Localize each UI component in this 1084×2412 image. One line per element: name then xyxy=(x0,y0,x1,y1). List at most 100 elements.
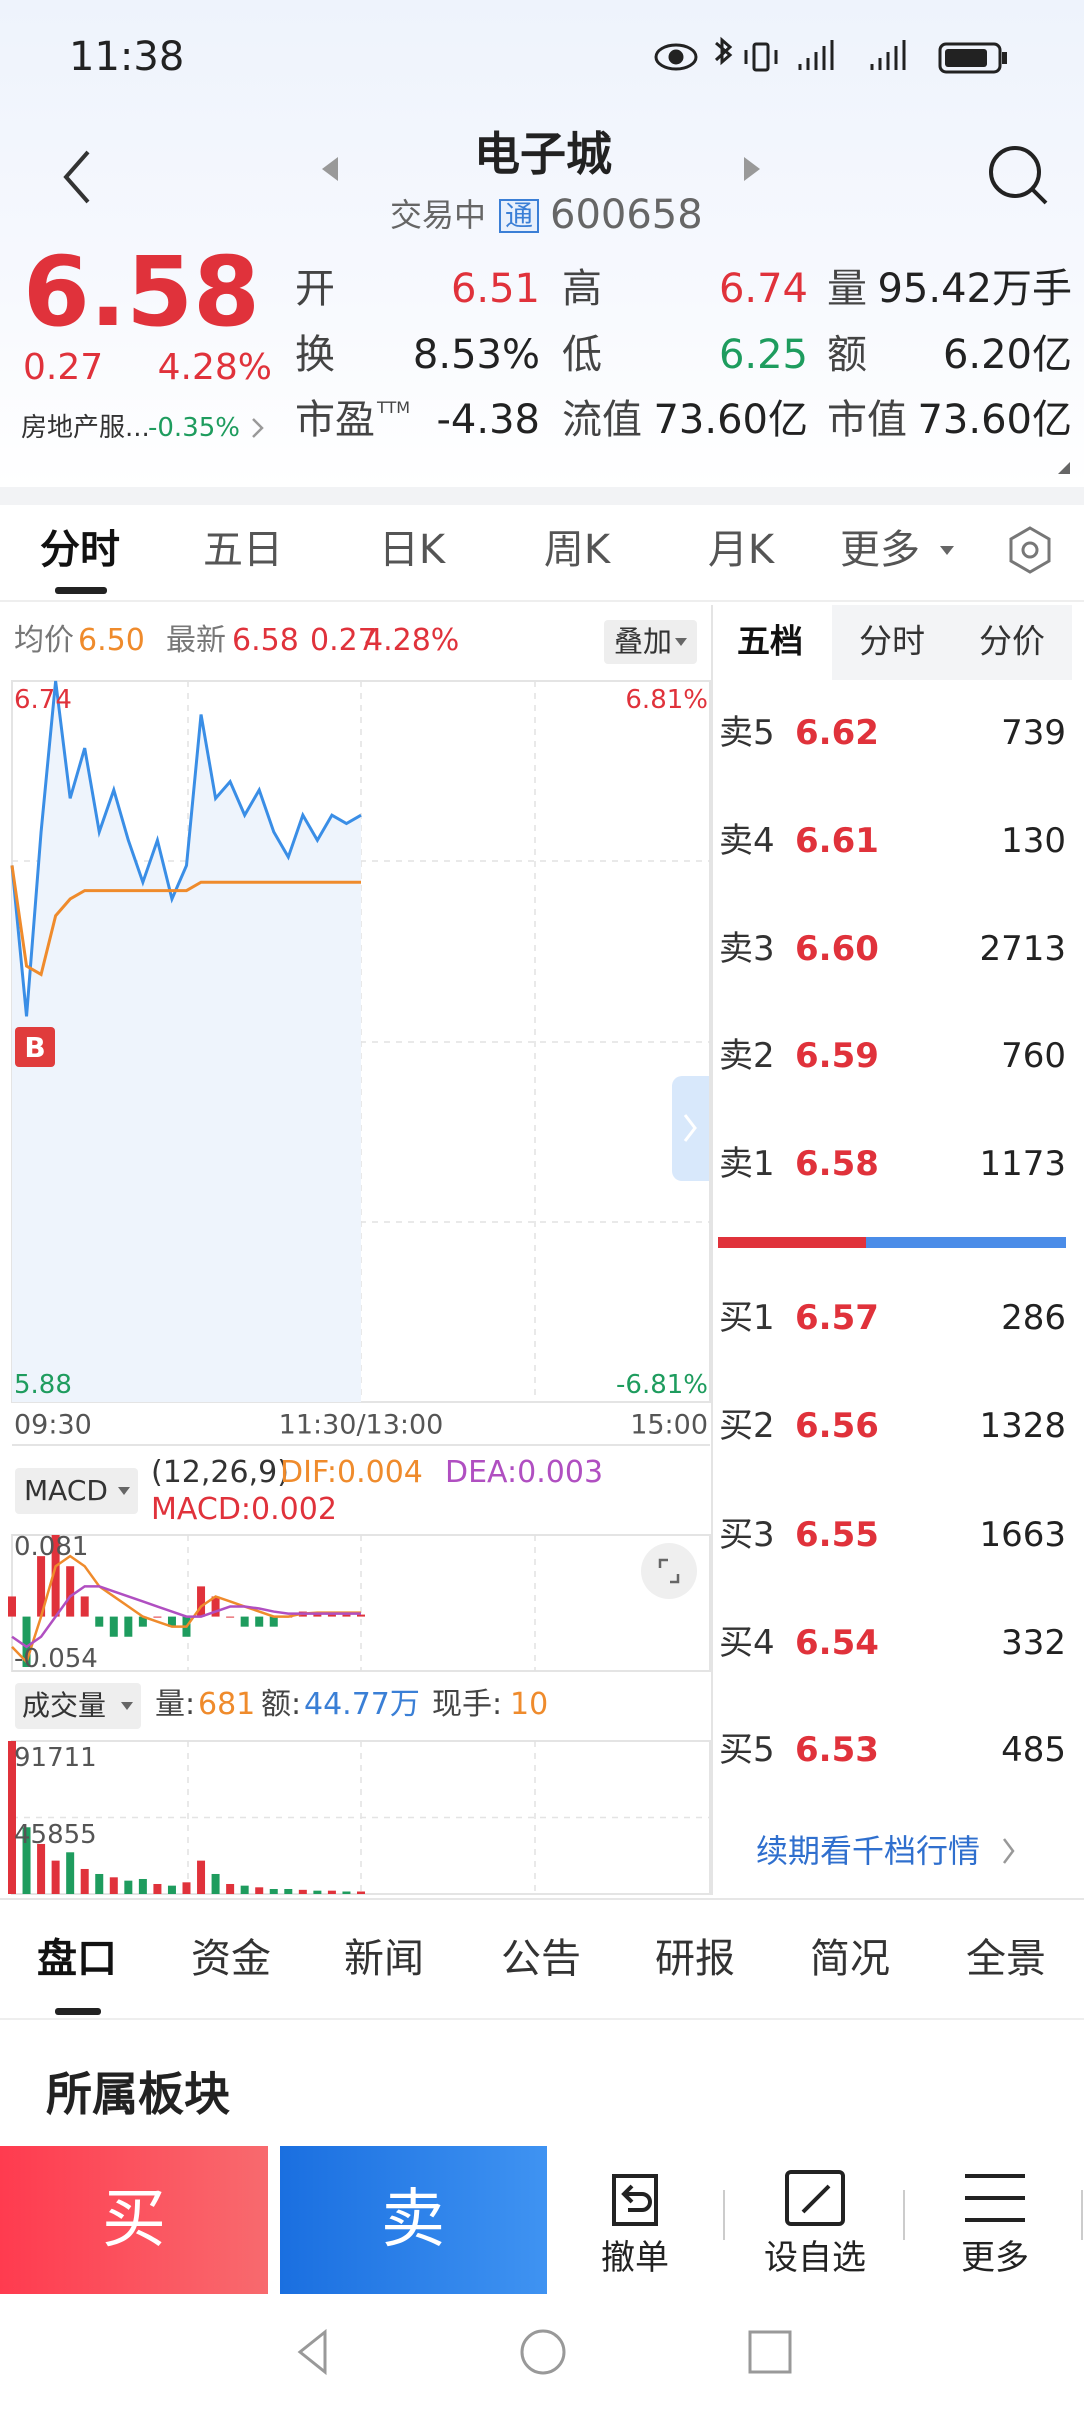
level-volume: 1328 xyxy=(979,1406,1066,1446)
volume-selector[interactable] xyxy=(15,1683,141,1729)
more-levels[interactable]: 续期看千档行情 xyxy=(756,1832,981,1870)
next-stock[interactable] xyxy=(744,157,760,181)
level-label: 买4 xyxy=(719,1623,775,1663)
hand-value: 10 xyxy=(510,1687,549,1722)
change-pct: 4.28% xyxy=(157,347,272,388)
macd-bar xyxy=(109,1616,118,1637)
macd-bar xyxy=(153,1616,162,1618)
ratio-bar-bid xyxy=(866,1237,1066,1248)
legend-label: 均价 xyxy=(14,623,74,658)
field-label-sup: TTM xyxy=(377,398,411,417)
settings-icon[interactable] xyxy=(1009,526,1051,574)
buy-button[interactable] xyxy=(0,2146,268,2294)
volume-bar xyxy=(313,1890,322,1894)
macd-caret xyxy=(118,1487,130,1495)
macd-selector[interactable] xyxy=(15,1468,138,1514)
level-label: 买1 xyxy=(719,1298,775,1338)
bottom-tab[interactable]: 盘口 xyxy=(37,1936,117,1982)
buy-marker xyxy=(15,1027,55,1067)
overlay[interactable]: 叠加 xyxy=(614,624,673,659)
macd-label: MACD:0.002 xyxy=(151,1492,337,1527)
bottom-tab[interactable]: 简况 xyxy=(810,1936,890,1982)
buy-label[interactable]: 买 xyxy=(102,2183,166,2257)
chart-tab[interactable]: 更多 xyxy=(840,527,920,573)
level-price: 6.60 xyxy=(795,929,879,969)
x-tick-label: 11:30/13:00 xyxy=(278,1409,444,1441)
settings-icon-center xyxy=(1021,541,1039,559)
badge-box xyxy=(499,199,539,233)
level-label: 卖1 xyxy=(719,1144,775,1184)
order-tab[interactable]: 五档 xyxy=(737,621,803,661)
collapse-tab[interactable] xyxy=(672,1076,710,1181)
volume-bar xyxy=(80,1868,89,1894)
bottom-tab[interactable]: 全景 xyxy=(966,1936,1046,1982)
chart-tab[interactable]: 日K xyxy=(378,527,446,573)
macd-line xyxy=(11,1585,361,1649)
cancel-icon[interactable] xyxy=(612,2174,658,2226)
sell-button[interactable] xyxy=(280,2146,547,2294)
legend-label: 最新 xyxy=(166,623,226,658)
volume-bar xyxy=(298,1889,307,1894)
chart-tab[interactable]: 周K xyxy=(543,527,611,573)
sector[interactable]: 房地产服... xyxy=(21,413,150,443)
price-line xyxy=(10,680,362,1017)
watchlist-icon[interactable] xyxy=(785,2170,845,2226)
macd-bar xyxy=(51,1535,60,1617)
action-label[interactable]: 撤单 xyxy=(601,2238,669,2278)
macd-bar xyxy=(124,1616,133,1637)
bottom-tab[interactable]: 研报 xyxy=(655,1936,735,1982)
nav-back[interactable] xyxy=(297,2328,327,2376)
back-button[interactable] xyxy=(63,150,90,204)
amount-value: 44.77万 xyxy=(304,1687,420,1722)
field-value: 6.25 xyxy=(718,332,808,378)
macd-bar xyxy=(327,1613,336,1617)
ratio-bar-ask xyxy=(718,1237,866,1248)
nav-home[interactable] xyxy=(520,2329,566,2375)
level-label: 买2 xyxy=(719,1406,775,1446)
level-label: 买3 xyxy=(719,1515,775,1555)
x-tick-label: 09:30 xyxy=(14,1409,92,1441)
level-price: 6.57 xyxy=(795,1298,879,1338)
y-tick-label: 0.081 xyxy=(14,1532,89,1562)
nav-recent[interactable] xyxy=(748,2330,792,2374)
action-label[interactable]: 更多 xyxy=(961,2238,1029,2278)
volume-bar xyxy=(182,1882,191,1894)
action-label[interactable]: 设自选 xyxy=(764,2238,866,2278)
level-label: 卖4 xyxy=(719,821,775,861)
bottom-tab[interactable]: 公告 xyxy=(501,1936,581,1982)
trade-status: 交易中 xyxy=(389,196,487,234)
fullscreen-button[interactable] xyxy=(641,1543,697,1599)
field-label: 低 xyxy=(562,332,602,378)
bottom-tab[interactable]: 资金 xyxy=(191,1936,271,1982)
sector-change: -0.35% xyxy=(148,413,240,443)
macd-selector-label[interactable]: MACD xyxy=(24,1474,108,1507)
field-label: 开 xyxy=(295,266,335,312)
level-volume: 1663 xyxy=(979,1515,1066,1555)
chart-tab[interactable]: 分时 xyxy=(40,527,120,573)
sector-chevron[interactable] xyxy=(252,418,264,438)
active-bottom-tab-indicator xyxy=(55,2008,101,2015)
chart-tab[interactable]: 月K xyxy=(707,527,775,573)
macd-bar xyxy=(80,1596,89,1617)
volume-bar xyxy=(342,1891,351,1894)
order-tab[interactable]: 分时 xyxy=(859,621,925,661)
field-value: 95.42万手 xyxy=(877,266,1072,312)
field-label: 市值 xyxy=(827,397,907,443)
more-icon[interactable] xyxy=(965,2174,1025,2222)
prev-stock[interactable] xyxy=(322,157,338,181)
sell-label[interactable]: 卖 xyxy=(381,2183,445,2257)
volume-selector-label[interactable]: 成交量 xyxy=(22,1689,107,1722)
order-tabs-background xyxy=(832,605,1072,680)
level-volume: 760 xyxy=(1001,1036,1066,1076)
overlay-caret xyxy=(675,638,687,646)
search-button[interactable] xyxy=(989,146,1048,205)
bottom-tab[interactable]: 新闻 xyxy=(344,1936,424,1982)
price-area xyxy=(12,681,361,1402)
level-price: 6.58 xyxy=(795,1144,879,1184)
field-value: 6.74 xyxy=(718,266,808,312)
order-tab[interactable]: 分价 xyxy=(979,621,1045,661)
chart-tab[interactable]: 五日 xyxy=(203,527,283,573)
field-label: 流值 xyxy=(562,397,642,443)
macd-bar xyxy=(255,1616,264,1627)
expand-corner[interactable] xyxy=(1058,462,1070,474)
